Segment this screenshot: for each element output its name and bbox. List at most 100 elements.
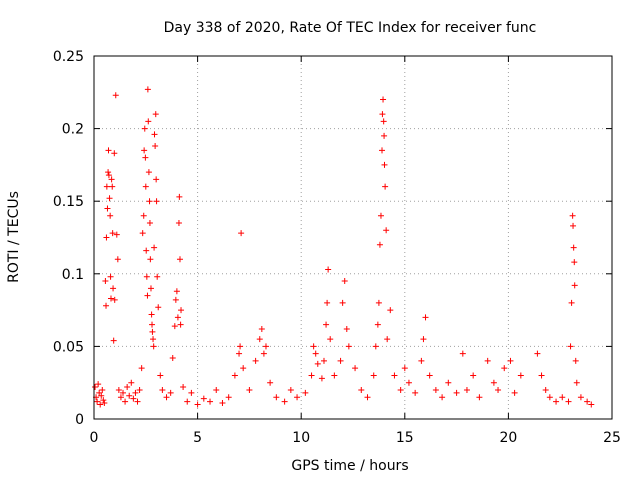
- data-point: [151, 131, 158, 138]
- data-point: [188, 389, 195, 396]
- data-point: [115, 386, 122, 393]
- data-point: [573, 379, 580, 386]
- data-point: [258, 325, 265, 332]
- data-point: [534, 350, 541, 357]
- data-point: [376, 241, 383, 248]
- data-point: [176, 193, 183, 200]
- data-point: [463, 386, 470, 393]
- data-point: [565, 398, 572, 405]
- data-point: [103, 183, 110, 190]
- data-point: [144, 86, 151, 93]
- data-point: [453, 389, 460, 396]
- data-point: [308, 372, 315, 379]
- data-point: [459, 350, 466, 357]
- data-point: [146, 198, 153, 205]
- data-point: [107, 295, 114, 302]
- data-point: [102, 278, 109, 285]
- data-point: [111, 296, 118, 303]
- data-point: [130, 395, 137, 402]
- data-point: [99, 386, 106, 393]
- data-point: [101, 400, 108, 407]
- data-points: [92, 86, 595, 408]
- data-point: [153, 176, 160, 183]
- y-tick-label: 0.05: [53, 339, 84, 355]
- data-point: [572, 357, 579, 364]
- data-point: [570, 244, 577, 251]
- data-point: [155, 304, 162, 311]
- data-point: [152, 111, 159, 118]
- data-point: [106, 195, 113, 202]
- x-tick-label: 10: [292, 430, 310, 446]
- x-tick-label: 5: [193, 430, 202, 446]
- data-point: [490, 379, 497, 386]
- data-point: [501, 365, 508, 372]
- y-tick-label: 0.1: [62, 267, 84, 283]
- data-point: [358, 386, 365, 393]
- data-point: [171, 323, 178, 330]
- data-point: [325, 266, 332, 273]
- data-point: [569, 212, 576, 219]
- data-point: [144, 292, 151, 299]
- data-point: [103, 234, 110, 241]
- data-point: [176, 256, 183, 263]
- data-point: [240, 365, 247, 372]
- data-point: [377, 212, 384, 219]
- data-point: [103, 302, 110, 309]
- data-point: [149, 321, 156, 328]
- data-point: [124, 384, 131, 391]
- data-point: [177, 321, 184, 328]
- x-axis-title: GPS time / hours: [291, 458, 408, 474]
- data-point: [180, 384, 187, 391]
- data-point: [310, 343, 317, 350]
- data-point: [542, 386, 549, 393]
- plot-frame: [93, 55, 613, 420]
- data-point: [495, 386, 502, 393]
- data-point: [571, 259, 578, 266]
- data-point: [148, 311, 155, 318]
- data-point: [571, 282, 578, 289]
- data-point: [345, 343, 352, 350]
- data-point: [108, 176, 115, 183]
- data-point: [343, 325, 350, 332]
- data-point: [445, 379, 452, 386]
- data-point: [439, 394, 446, 401]
- data-point: [412, 389, 419, 396]
- data-point: [219, 400, 226, 407]
- data-point: [432, 386, 439, 393]
- x-tick-label: 15: [396, 430, 414, 446]
- data-point: [117, 394, 124, 401]
- data-point: [152, 143, 159, 150]
- data-point: [157, 372, 164, 379]
- data-point: [175, 219, 182, 226]
- data-point: [107, 212, 114, 219]
- data-point: [339, 299, 346, 306]
- data-point: [320, 357, 327, 364]
- data-point: [159, 386, 166, 393]
- data-point: [507, 357, 514, 364]
- data-point: [470, 372, 477, 379]
- x-tick-label: 20: [499, 430, 517, 446]
- data-point: [174, 314, 181, 321]
- data-point: [588, 401, 595, 408]
- data-point: [138, 365, 145, 372]
- data-point: [381, 132, 388, 139]
- data-point: [553, 398, 560, 405]
- y-tick-label: 0.25: [53, 49, 84, 65]
- data-point: [147, 285, 154, 292]
- data-point: [568, 299, 575, 306]
- data-point: [391, 372, 398, 379]
- data-point: [142, 183, 149, 190]
- data-point: [379, 147, 386, 154]
- data-point: [94, 398, 101, 405]
- grid-lines: [94, 56, 612, 419]
- chart-title: Day 338 of 2020, Rate Of TEC Index for r…: [164, 20, 537, 36]
- data-point: [538, 372, 545, 379]
- data-point: [256, 336, 263, 343]
- data-point: [200, 395, 207, 402]
- data-point: [97, 401, 104, 408]
- data-point: [372, 343, 379, 350]
- data-point: [476, 394, 483, 401]
- data-point: [132, 389, 139, 396]
